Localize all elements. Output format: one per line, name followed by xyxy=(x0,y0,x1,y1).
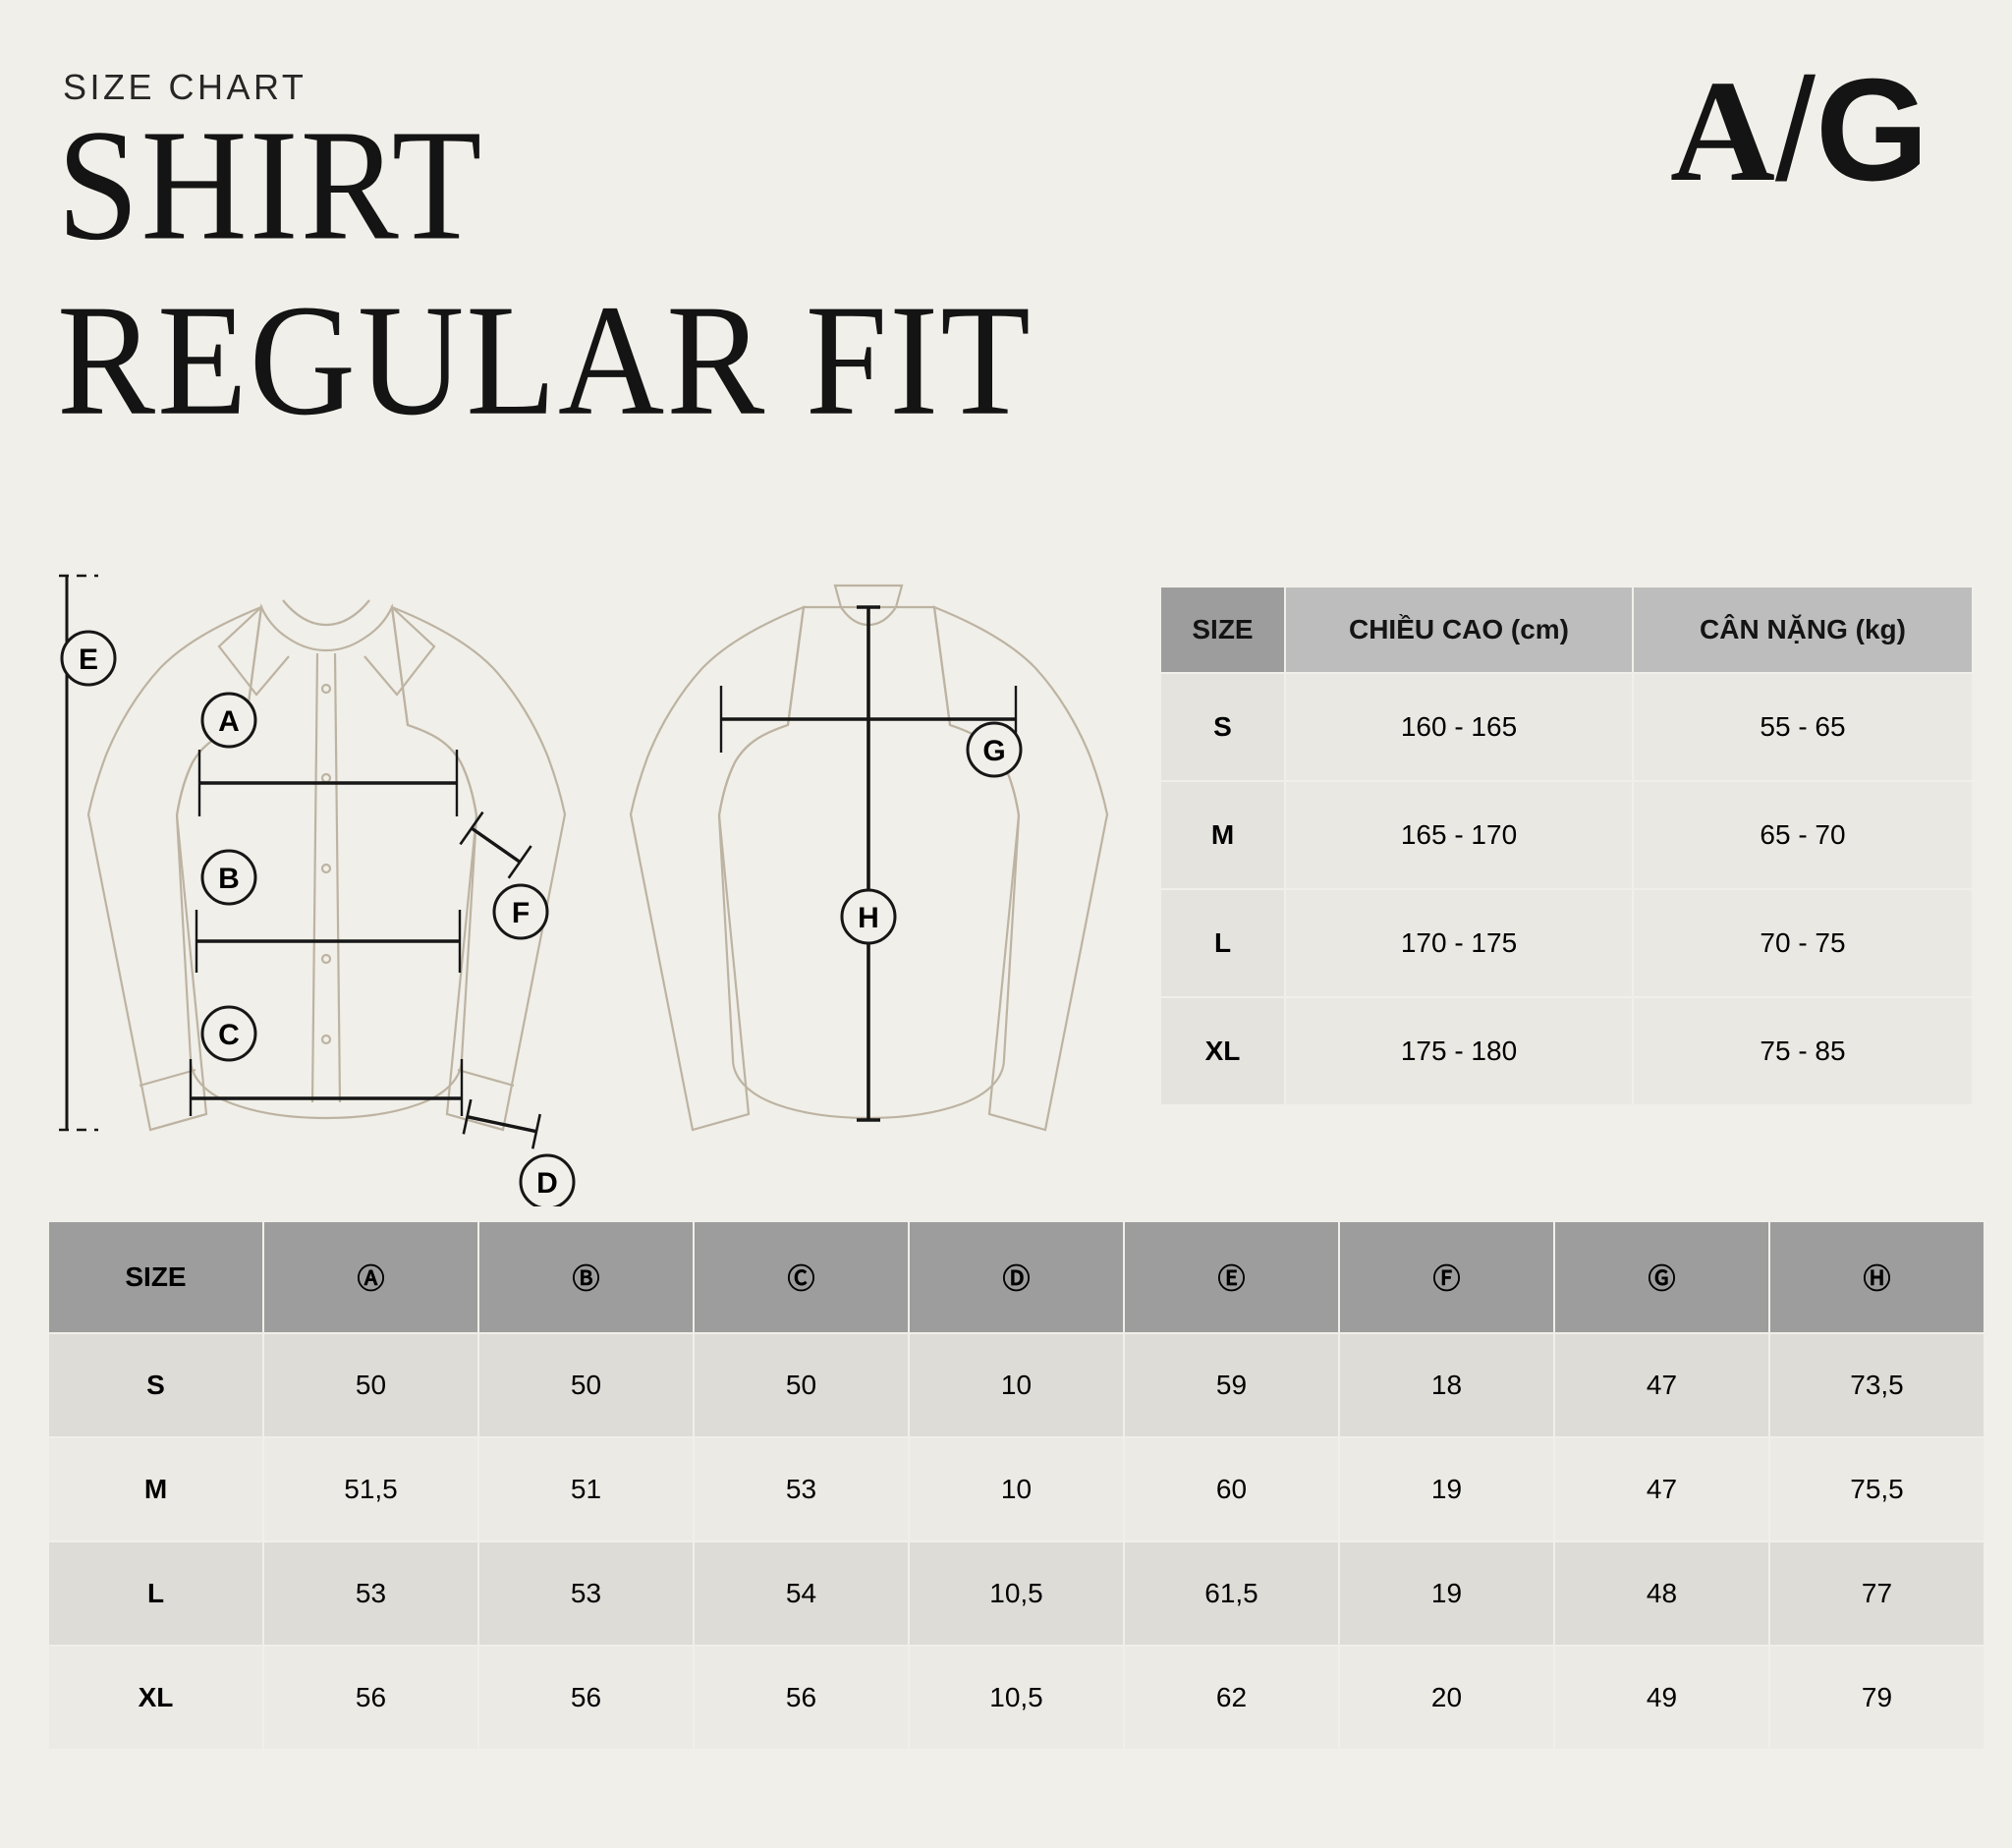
svg-text:G: G xyxy=(982,735,1005,767)
svg-text:B: B xyxy=(218,863,240,895)
svg-text:C: C xyxy=(218,1019,240,1051)
svg-text:H: H xyxy=(858,902,879,934)
svg-text:D: D xyxy=(536,1167,558,1200)
svg-text:F: F xyxy=(512,897,530,929)
svg-text:A: A xyxy=(218,705,240,738)
svg-text:E: E xyxy=(79,644,98,676)
